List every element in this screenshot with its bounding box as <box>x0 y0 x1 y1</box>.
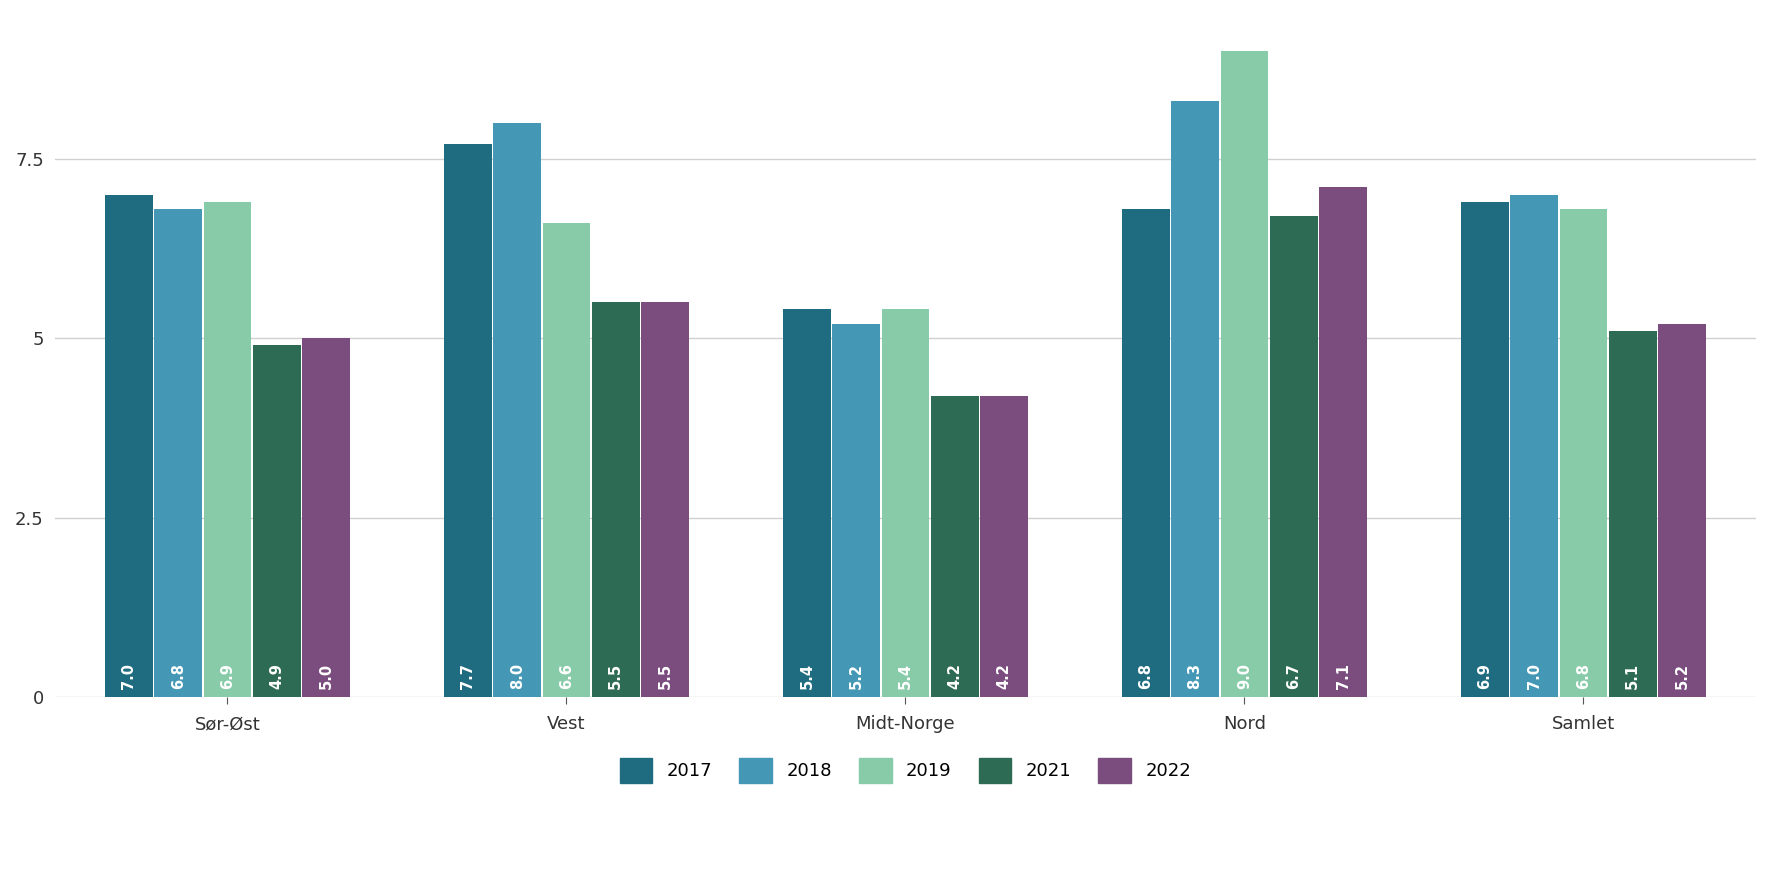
Bar <box>154 209 202 697</box>
Legend: 2017, 2018, 2019, 2021, 2022: 2017, 2018, 2019, 2021, 2022 <box>613 751 1199 790</box>
Bar <box>832 323 880 697</box>
Bar <box>303 338 351 697</box>
Bar <box>1270 216 1318 697</box>
Bar <box>1319 187 1367 697</box>
Text: 9.0: 9.0 <box>1236 662 1252 689</box>
Text: 5.5: 5.5 <box>657 662 673 689</box>
Text: 4.9: 4.9 <box>269 662 285 689</box>
Text: 6.9: 6.9 <box>220 662 236 689</box>
Bar <box>1658 323 1705 697</box>
Text: 4.2: 4.2 <box>997 662 1011 689</box>
Bar <box>1171 101 1218 697</box>
Text: 5.0: 5.0 <box>319 662 333 689</box>
Text: 4.2: 4.2 <box>947 662 962 689</box>
Bar <box>204 202 251 697</box>
Bar <box>1121 209 1169 697</box>
Bar <box>1511 195 1558 697</box>
Bar <box>1461 202 1509 697</box>
Bar <box>445 144 492 697</box>
Bar <box>641 302 689 697</box>
Text: 8.0: 8.0 <box>510 662 524 689</box>
Text: 8.3: 8.3 <box>1188 662 1203 689</box>
Text: 6.9: 6.9 <box>1477 662 1493 689</box>
Text: 5.1: 5.1 <box>1626 662 1640 689</box>
Text: 5.4: 5.4 <box>898 662 912 689</box>
Bar <box>932 396 979 697</box>
Bar <box>104 195 152 697</box>
Bar <box>592 302 639 697</box>
Text: 5.5: 5.5 <box>607 662 623 689</box>
Bar <box>1608 331 1656 697</box>
Text: 7.7: 7.7 <box>460 662 475 689</box>
Bar <box>783 309 831 697</box>
Bar <box>1220 51 1268 697</box>
Text: 6.8: 6.8 <box>170 662 186 689</box>
Bar <box>253 345 301 697</box>
Text: 6.6: 6.6 <box>560 662 574 689</box>
Text: 7.1: 7.1 <box>1335 662 1351 689</box>
Bar <box>492 122 542 697</box>
Text: 6.8: 6.8 <box>1576 662 1590 689</box>
Bar <box>542 223 590 697</box>
Text: 6.7: 6.7 <box>1286 662 1302 689</box>
Bar <box>1560 209 1608 697</box>
Text: 5.2: 5.2 <box>1675 662 1690 689</box>
Text: 5.2: 5.2 <box>848 662 864 689</box>
Text: 6.8: 6.8 <box>1139 662 1153 689</box>
Text: 7.0: 7.0 <box>1527 662 1541 689</box>
Bar <box>882 309 930 697</box>
Text: 7.0: 7.0 <box>122 662 136 689</box>
Bar <box>979 396 1027 697</box>
Text: 5.4: 5.4 <box>799 662 815 689</box>
